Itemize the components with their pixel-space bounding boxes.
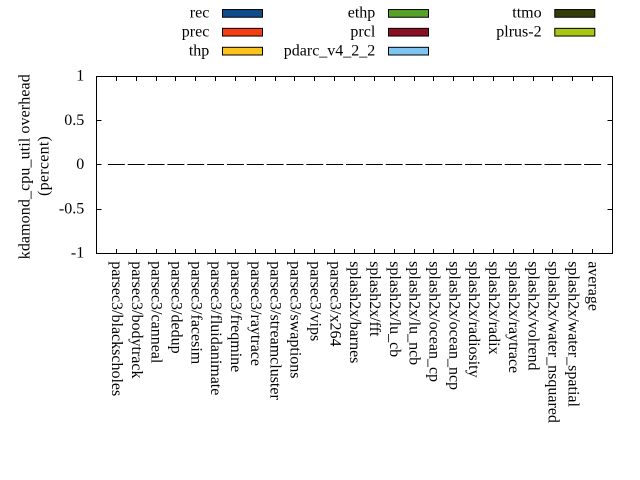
svg-text:parsec3/canneal: parsec3/canneal (148, 261, 165, 364)
svg-text:parsec3/swaptions: parsec3/swaptions (287, 261, 304, 378)
svg-text:splash2x/radix: splash2x/radix (485, 261, 502, 354)
svg-text:parsec3/x264: parsec3/x264 (326, 261, 343, 346)
svg-text:kdamond_cpu_util overhead: kdamond_cpu_util overhead (17, 74, 34, 259)
svg-text:splash2x/raytrace: splash2x/raytrace (505, 261, 522, 373)
svg-text:rec: rec (190, 5, 210, 22)
svg-text:0.5: 0.5 (64, 112, 84, 129)
svg-text:splash2x/lu_cb: splash2x/lu_cb (386, 261, 403, 357)
svg-text:parsec3/fluidanimate: parsec3/fluidanimate (207, 261, 224, 395)
svg-text:splash2x/ocean_cp: splash2x/ocean_cp (425, 261, 442, 382)
svg-text:plrus-2: plrus-2 (496, 24, 541, 41)
svg-text:splash2x/radiosity: splash2x/radiosity (465, 261, 482, 377)
svg-text:splash2x/ocean_ncp: splash2x/ocean_ncp (445, 261, 462, 390)
svg-text:splash2x/lu_ncb: splash2x/lu_ncb (406, 261, 423, 365)
svg-text:parsec3/streamcluster: parsec3/streamcluster (267, 261, 284, 400)
svg-text:ttmo: ttmo (512, 5, 541, 22)
svg-text:splash2x/barnes: splash2x/barnes (346, 261, 363, 363)
svg-text:parsec3/vips: parsec3/vips (306, 261, 323, 341)
svg-text:prcl: prcl (350, 24, 375, 41)
svg-text:0: 0 (76, 156, 84, 173)
svg-text:parsec3/blackscholes: parsec3/blackscholes (108, 261, 125, 396)
svg-text:thp: thp (189, 42, 209, 59)
svg-text:-0.5: -0.5 (59, 200, 84, 217)
svg-text:parsec3/dedup: parsec3/dedup (167, 261, 184, 353)
svg-text:ethp: ethp (348, 5, 376, 22)
svg-text:(percent): (percent) (36, 136, 53, 196)
svg-text:parsec3/bodytrack: parsec3/bodytrack (128, 261, 145, 378)
svg-text:1: 1 (76, 68, 84, 85)
svg-text:parsec3/raytrace: parsec3/raytrace (247, 261, 264, 366)
svg-text:parsec3/freqmine: parsec3/freqmine (227, 261, 244, 372)
svg-text:splash2x/water_nsquared: splash2x/water_nsquared (545, 261, 562, 423)
svg-text:prec: prec (182, 24, 210, 41)
svg-text:pdarc_v4_2_2: pdarc_v4_2_2 (284, 42, 376, 59)
svg-text:splash2x/water_spatial: splash2x/water_spatial (564, 261, 581, 407)
svg-text:-1: -1 (71, 245, 84, 262)
svg-text:parsec3/facesim: parsec3/facesim (187, 261, 204, 365)
svg-text:average: average (584, 261, 601, 311)
svg-text:splash2x/fft: splash2x/fft (366, 261, 383, 337)
svg-text:splash2x/volrend: splash2x/volrend (525, 261, 542, 370)
